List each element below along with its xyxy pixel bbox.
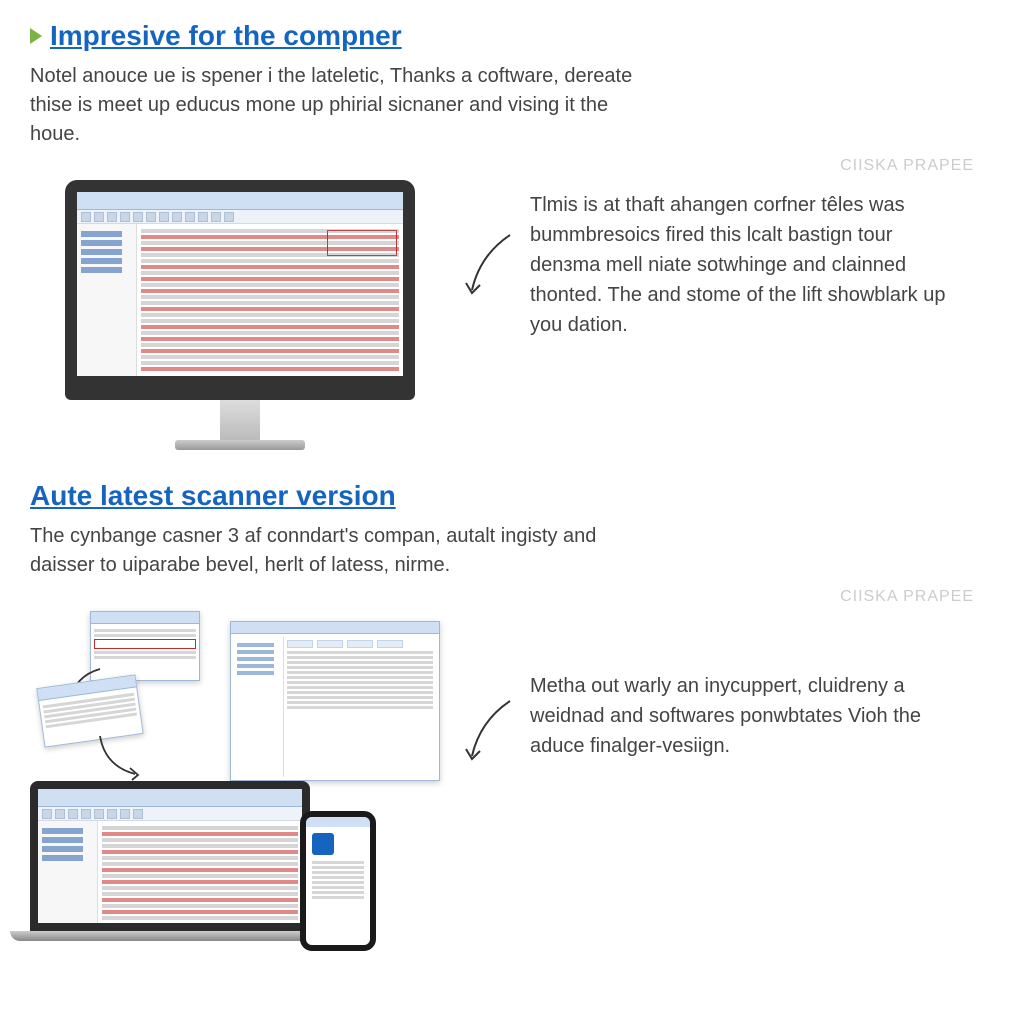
section1-description: Tlmis is at thaft ahangen corfner têles … bbox=[530, 180, 994, 340]
window-c-main bbox=[284, 637, 436, 777]
heading-row: Impresive for the compner bbox=[30, 20, 994, 52]
section2-image bbox=[30, 611, 450, 931]
curved-arrow-2-icon bbox=[460, 691, 520, 771]
watermark-1: CIISKA PRAPEE bbox=[30, 157, 974, 175]
watermark-2: CIISKA PRAPEE bbox=[30, 588, 974, 606]
imac-mockup bbox=[65, 180, 415, 450]
section2-heading: Aute latest scanner version bbox=[30, 480, 994, 512]
laptop-base bbox=[10, 931, 330, 941]
app-toolbar bbox=[77, 210, 403, 224]
section2-right: Metha out warly an inycuppert, cluidreny… bbox=[530, 611, 994, 761]
app-body bbox=[77, 224, 403, 376]
laptop-screen bbox=[30, 781, 310, 931]
section2-intro: The cynbange casner 3 af conndart's comp… bbox=[30, 522, 650, 580]
section1-content: Tlmis is at thaft ahangen corfner têles … bbox=[30, 180, 994, 450]
app-titlebar bbox=[77, 192, 403, 210]
section2-description: Metha out warly an inycuppert, cluidreny… bbox=[530, 611, 994, 761]
arrow-bullet-icon bbox=[30, 28, 42, 44]
imac-screen bbox=[65, 180, 415, 400]
window-c-tabs bbox=[287, 640, 433, 648]
laptop-mockup bbox=[30, 781, 330, 941]
floating-window-c bbox=[230, 621, 440, 781]
imac-stand-neck bbox=[220, 400, 260, 440]
section2-content: Metha out warly an inycuppert, cluidreny… bbox=[30, 611, 994, 931]
section1-heading: Impresive for the compner bbox=[50, 20, 402, 52]
app-sidebar bbox=[77, 224, 137, 376]
phone-app-icon bbox=[312, 833, 334, 855]
app-data-pane bbox=[137, 224, 403, 376]
curved-arrow-icon bbox=[460, 225, 520, 305]
imac-stand-base bbox=[175, 440, 305, 450]
section-impressive: Impresive for the compner Notel anouce u… bbox=[30, 20, 994, 450]
section-scanner-version: Aute latest scanner version The cynbange… bbox=[30, 480, 994, 931]
section1-image bbox=[30, 180, 450, 450]
swap-arrow-2-icon bbox=[90, 726, 150, 786]
section1-intro: Notel anouce ue is spener i the lateleti… bbox=[30, 62, 650, 149]
window-c-sidebar bbox=[234, 637, 284, 777]
red-highlight-icon bbox=[94, 639, 196, 649]
section1-right: Tlmis is at thaft ahangen corfner têles … bbox=[530, 180, 994, 340]
device-cluster bbox=[30, 611, 450, 931]
phone-mockup bbox=[300, 811, 376, 951]
